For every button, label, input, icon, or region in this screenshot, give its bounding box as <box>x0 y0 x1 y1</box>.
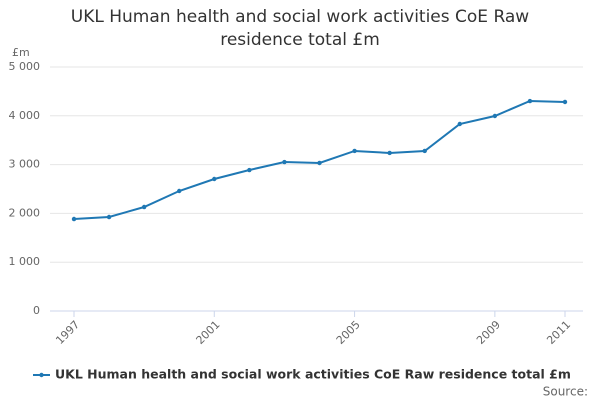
x-tick-label: 2001 <box>194 318 223 347</box>
series-line <box>73 100 566 221</box>
y-tick-label: 1 000 <box>9 255 41 268</box>
point <box>492 113 498 119</box>
point <box>106 214 112 220</box>
point <box>457 121 462 127</box>
x-tick-label: 2005 <box>334 318 363 347</box>
point <box>562 99 568 105</box>
point <box>212 176 217 182</box>
legend-marker <box>39 372 44 378</box>
y-tick-label: 3 000 <box>9 158 41 171</box>
point <box>352 148 357 154</box>
x-tick-label: 2009 <box>474 318 503 347</box>
x-tick-label: 1997 <box>53 318 82 347</box>
y-tick-label: 5 000 <box>9 60 41 73</box>
y-tick-label: 0 <box>33 304 40 317</box>
y-unit: £m <box>12 46 30 59</box>
x-tick-label: 2011 <box>544 318 573 347</box>
point <box>317 160 322 166</box>
point <box>177 188 182 194</box>
point <box>282 159 287 165</box>
source: Source: <box>543 385 588 399</box>
y-tick-label: 2 000 <box>9 206 41 219</box>
point <box>422 148 427 154</box>
point <box>71 216 77 222</box>
y-tick-label: 4 000 <box>9 109 41 122</box>
legend-label: UKL Human health and social work activit… <box>55 367 571 382</box>
chart-title: UKL Human health and social work activit… <box>70 7 530 50</box>
point <box>141 204 147 210</box>
point <box>247 167 252 173</box>
point <box>527 98 533 104</box>
point <box>387 150 392 156</box>
